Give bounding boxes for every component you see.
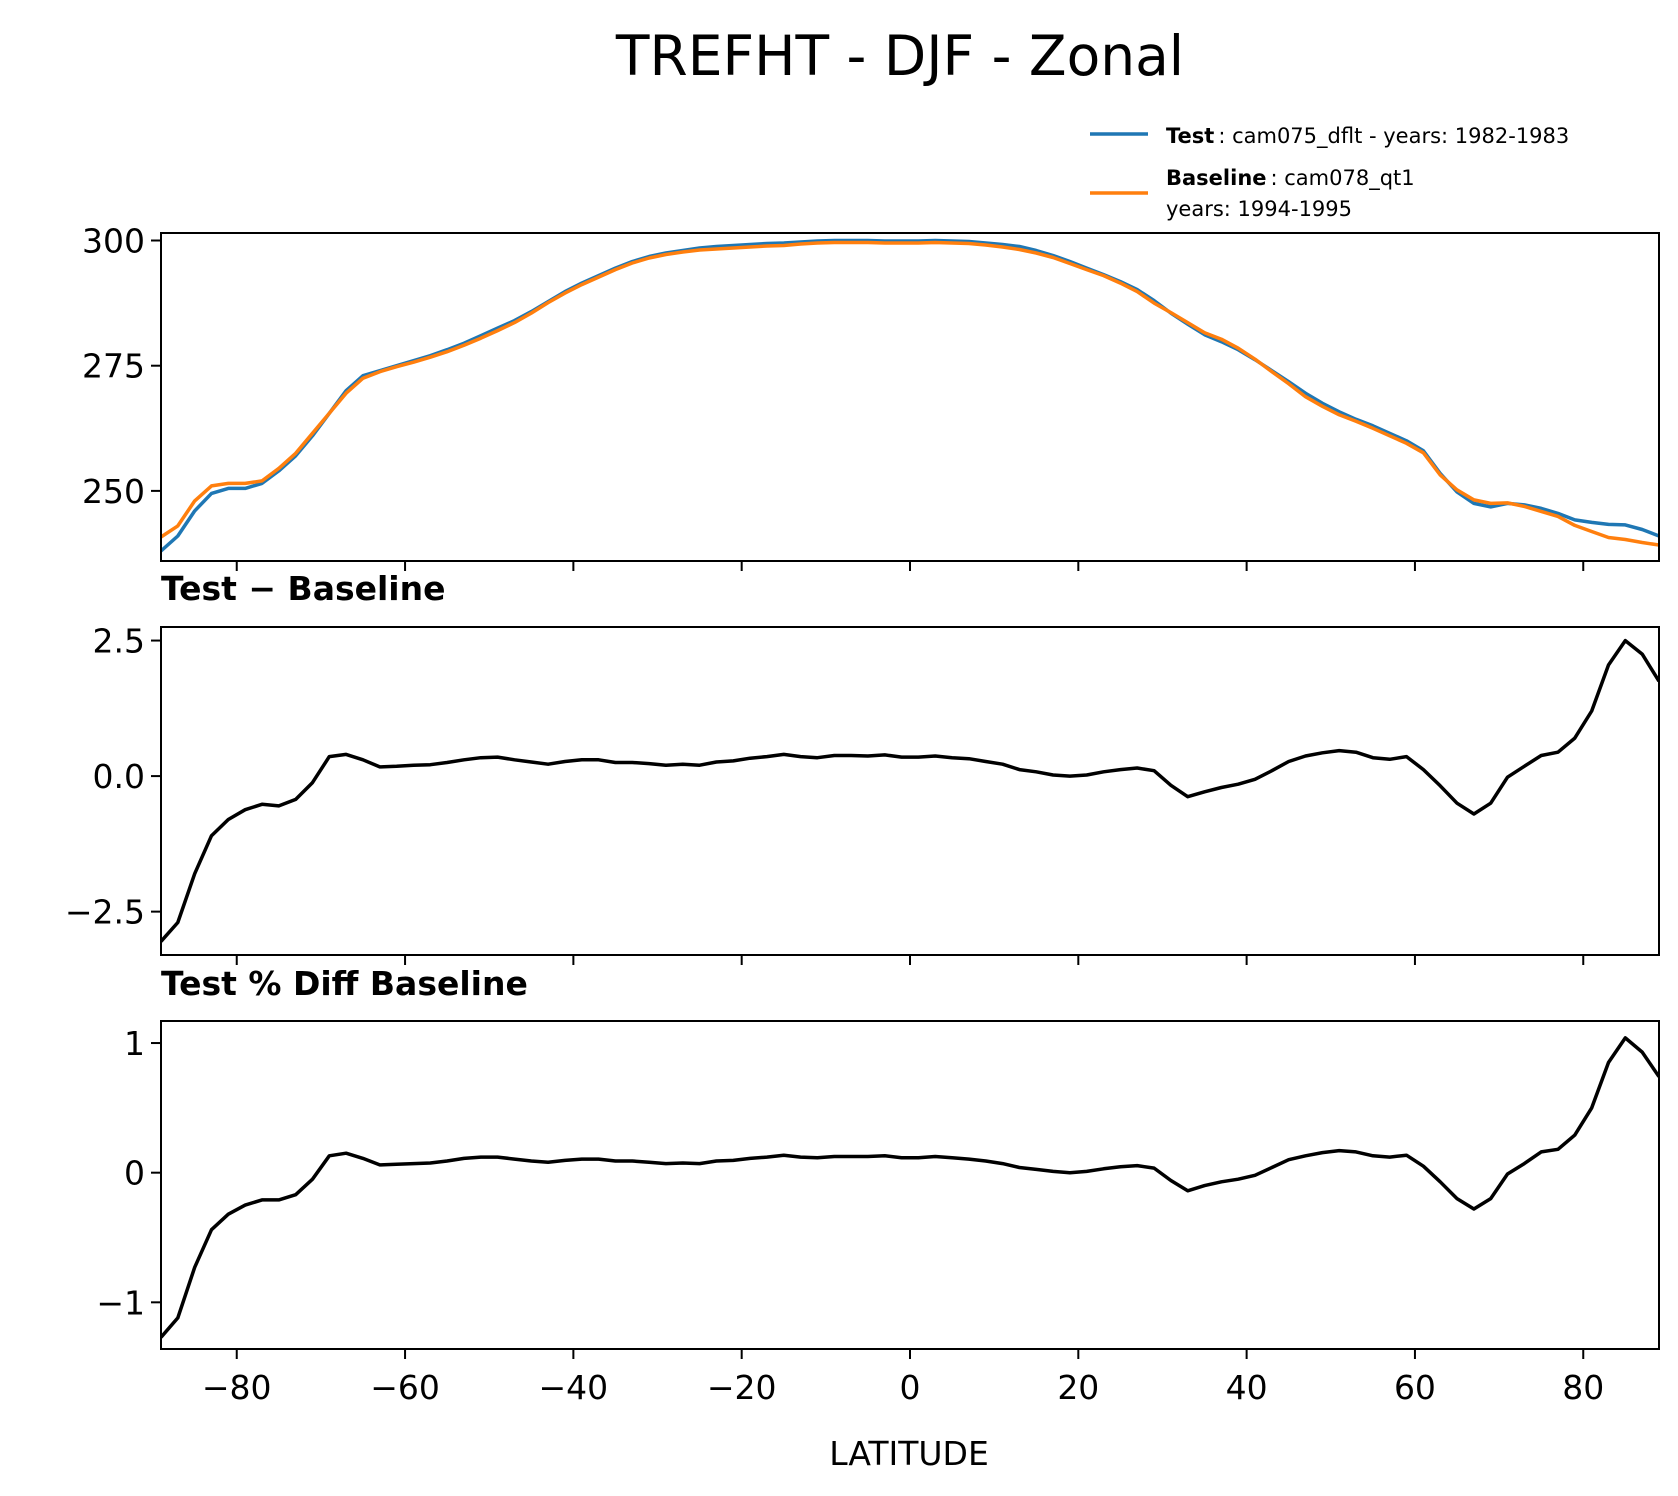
panel-3-title: Test % Diff Baseline — [161, 964, 528, 1003]
panel-test-pct-diff-baseline: −80 −60 −40 −20 0 20 40 60 80 −1 0 1 — [96, 1020, 1660, 1407]
y-tick-label: 275 — [82, 347, 145, 386]
x-tick-label: −20 — [707, 1368, 777, 1407]
x-tick-label: 40 — [1226, 1368, 1268, 1407]
y-tick-label: −2.5 — [65, 893, 145, 932]
y-tick-label: 0 — [124, 1154, 145, 1193]
x-tick-label: −60 — [370, 1368, 440, 1407]
legend-baseline-label: Baseline: cam078_qt1 — [1166, 166, 1415, 191]
y-tick-label: 300 — [82, 222, 145, 261]
legend-baseline-bold: Baseline — [1166, 166, 1267, 190]
panel-2-title: Test − Baseline — [161, 569, 446, 608]
x-tick-label: −80 — [202, 1368, 272, 1407]
figure-title: TREFHT - DJF - Zonal — [615, 24, 1184, 88]
y-tick-label: 0.0 — [93, 757, 145, 796]
x-tick-label: −40 — [539, 1368, 609, 1407]
y-tick-label: 250 — [82, 472, 145, 511]
series-line-baseline — [161, 240, 1659, 547]
panel-test-minus-baseline: −2.5 0.0 2.5 — [65, 622, 1660, 965]
x-tick-label: 80 — [1562, 1368, 1604, 1407]
legend-test-rest: : cam075_dflt - years: 1982-1983 — [1218, 124, 1569, 149]
legend: Test: cam075_dflt - years: 1982-1983 Bas… — [1090, 124, 1569, 221]
series-line-test-baseline — [161, 638, 1659, 943]
legend-baseline-years: years: 1994-1995 — [1166, 197, 1352, 221]
panel-zonal-mean: 250 275 300 — [82, 222, 1660, 571]
legend-test-label: Test: cam075_dflt - years: 1982-1983 — [1166, 124, 1569, 149]
y-tick-label: 2.5 — [93, 622, 145, 661]
y-tick-label: 1 — [124, 1024, 145, 1063]
legend-baseline-rest: : cam078_qt1 — [1271, 166, 1415, 191]
y-tick-label: −1 — [96, 1283, 145, 1322]
x-tick-label: 20 — [1057, 1368, 1099, 1407]
x-tick-label: 0 — [900, 1368, 921, 1407]
x-tick-label: 60 — [1394, 1368, 1436, 1407]
legend-test-bold: Test — [1166, 124, 1214, 148]
series-line-test-diff-baseline — [161, 1036, 1659, 1339]
x-axis-label: LATITUDE — [829, 1434, 989, 1473]
